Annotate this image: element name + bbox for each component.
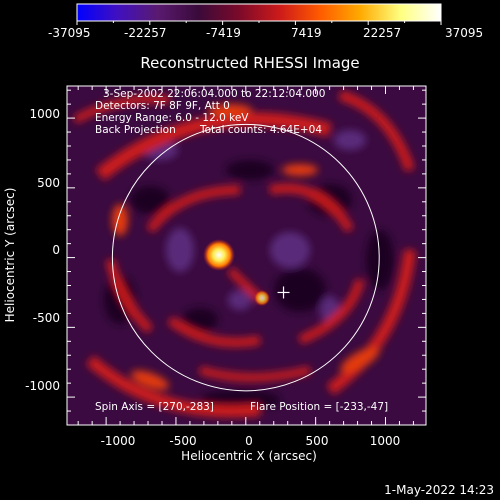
colorbar-strip xyxy=(76,3,442,22)
energy-range-text: Energy Range: 6.0 - 12.0 keV xyxy=(95,112,249,124)
x-tick-label-5: 1000 xyxy=(370,434,401,448)
colorbar-label-6: 37095 xyxy=(445,26,483,40)
solar-limb xyxy=(111,123,380,392)
y-tick-label-4: -500 xyxy=(33,311,60,325)
time-range-text: 3-Sep-2002 22:06:04.000 to 22:12:04.000 xyxy=(103,88,325,100)
x-tick-label-1: -1000 xyxy=(101,434,136,448)
colorbar-label-2: -22257 xyxy=(124,26,167,40)
y-axis-label: Heliocentric Y (arcsec) xyxy=(3,188,17,323)
flare-position-text: Flare Position = [-233,-47] xyxy=(250,401,388,413)
light-blotches xyxy=(142,130,366,324)
x-axis-labels: -1000 -500 0 500 1000 xyxy=(101,434,401,448)
x-tick-label-3: 0 xyxy=(245,434,253,448)
colorbar-label-3: -7419 xyxy=(206,26,241,40)
x-axis-ticks xyxy=(77,86,414,425)
footer-timestamp: 1-May-2022 14:23 xyxy=(384,483,494,497)
rhessi-image xyxy=(67,86,426,425)
x-tick-label-2: -500 xyxy=(169,434,196,448)
red-rings xyxy=(73,90,416,418)
y-tick-label-2: 500 xyxy=(37,176,60,190)
x-axis-label: Heliocentric X (arcsec) xyxy=(181,449,317,463)
colorbar-label-4: 7419 xyxy=(291,26,322,40)
total-counts-text: Total counts: 4.64E+04 xyxy=(199,124,322,136)
orange-patches xyxy=(112,104,380,390)
y-tick-label-1: 1000 xyxy=(29,107,60,121)
detectors-text: Detectors: 7F 8F 9F, Att 0 xyxy=(95,100,230,112)
colorbar-label-5: 22257 xyxy=(363,26,401,40)
plot-frame xyxy=(66,85,427,426)
y-axis-ticks xyxy=(67,89,426,426)
colorbar-label-1: -37095 xyxy=(48,26,91,40)
image-structure xyxy=(73,90,416,418)
observation-info: 3-Sep-2002 22:06:04.000 to 22:12:04.000 … xyxy=(95,88,388,413)
y-tick-label-5: -1000 xyxy=(25,379,60,393)
bright-source xyxy=(203,239,235,271)
flare-marker xyxy=(277,286,290,299)
dark-blotches xyxy=(104,160,394,410)
colorbar: -37095 -22257 -7419 7419 22257 37095 xyxy=(48,3,483,40)
spin-axis-text: Spin Axis = [270,-283] xyxy=(95,401,214,413)
y-tick-label-3: 0 xyxy=(52,243,60,257)
y-axis-labels: 1000 500 0 -500 -1000 xyxy=(25,107,60,393)
colorbar-ticks xyxy=(76,21,442,25)
plot-title: Reconstructed RHESSI Image xyxy=(140,54,359,72)
secondary-source xyxy=(254,290,270,306)
x-tick-label-4: 500 xyxy=(306,434,329,448)
method-text: Back Projection xyxy=(95,124,176,136)
